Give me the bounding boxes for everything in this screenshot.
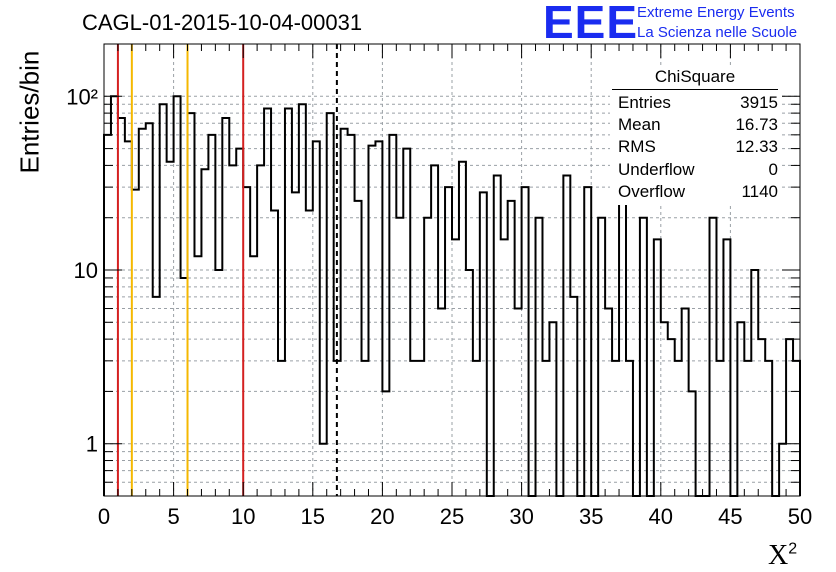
stats-label: Overflow [618,182,686,201]
histogram-series [103,95,801,497]
x-tick-label: 45 [718,504,742,529]
stats-row-underflow: Underflow 0 [618,160,778,180]
y-axis-label: Entries/bin [14,50,45,174]
x-axis-label-superscript: 2 [788,540,798,558]
stats-value: 12.33 [735,137,778,156]
eee-logo: EEE Extreme Energy Events La Scienza nel… [543,0,836,48]
stats-title: ChiSquare [654,67,736,86]
stats-value: 16.73 [735,115,778,134]
stats-divider [612,89,778,90]
x-axis-label: X2 [768,540,797,572]
logo-mark: EEE [543,0,639,48]
stats-row-overflow: Overflow 1140 [618,182,778,202]
stats-label: RMS [618,137,656,156]
y-tick-label: 10 [74,258,98,283]
x-tick-label: 30 [509,504,533,529]
stats-box: ChiSquare Entries 3915 Mean 16.73 RMS 12… [610,67,780,205]
stats-value: 3915 [740,93,778,112]
stats-label: Entries [618,93,671,112]
x-tick-label: 10 [231,504,255,529]
x-tick-label: 50 [788,504,812,529]
stats-value: 1140 [741,182,778,201]
logo-line-1: Extreme Energy Events [637,4,795,21]
x-tick-label: 40 [649,504,673,529]
x-tick-label: 20 [370,504,394,529]
stats-value: 0 [768,160,778,179]
y-tick-label: 1 [86,432,98,457]
x-tick-label: 5 [167,504,179,529]
stats-label: Underflow [618,160,695,179]
x-tick-label: 35 [579,504,603,529]
logo-line-2: La Scienza nelle Scuole [637,24,798,41]
y-tick-label: 10² [66,84,98,109]
chart-title: CAGL-01-2015-10-04-00031 [82,10,363,35]
x-tick-label: 0 [98,504,110,529]
x-axis-label-base: X [768,540,789,571]
stats-row-mean: Mean 16.73 [618,115,778,135]
stats-label: Mean [618,115,661,134]
x-tick-label: 25 [440,504,464,529]
stats-row-rms: RMS 12.33 [618,137,778,157]
x-tick-label: 15 [301,504,325,529]
stats-row-entries: Entries 3915 [618,93,778,113]
